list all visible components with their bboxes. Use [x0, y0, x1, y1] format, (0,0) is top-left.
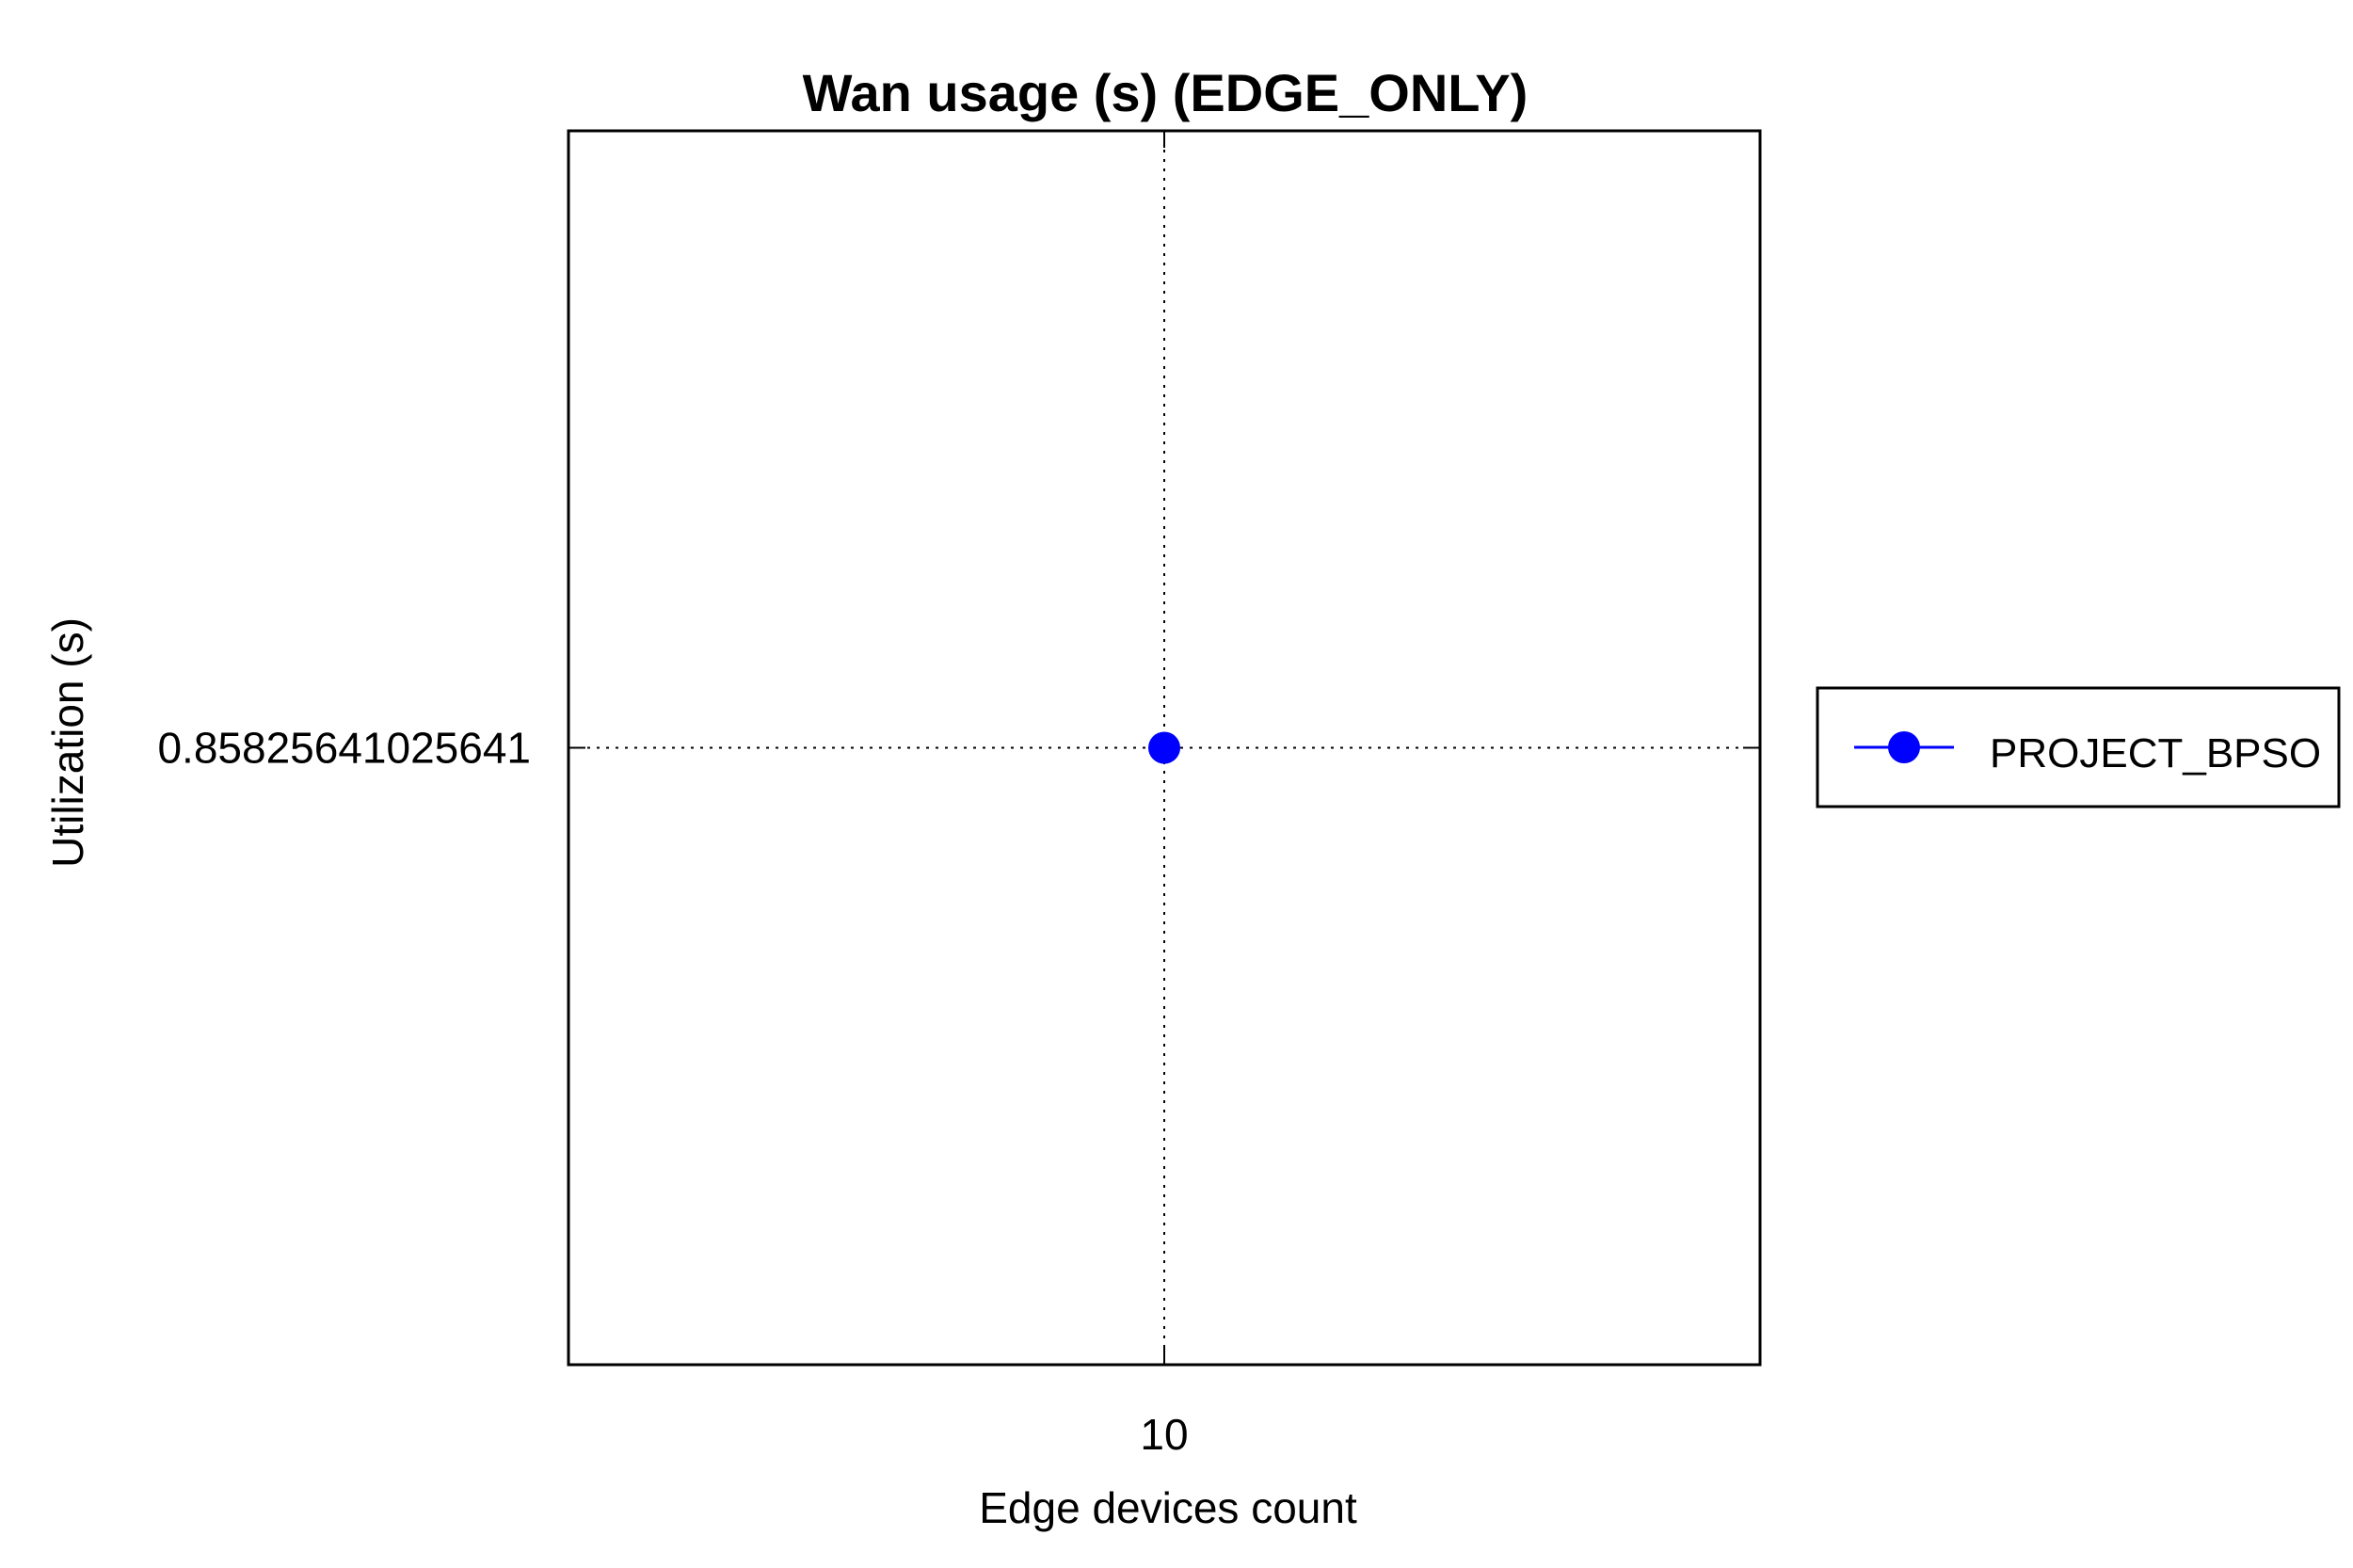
data-point	[1148, 731, 1180, 764]
x-tick-label: 10	[1140, 1410, 1188, 1459]
chart-title: Wan usage (s) (EDGE_ONLY)	[803, 63, 1529, 122]
y-axis-label: Utilization (s)	[43, 617, 92, 868]
series-layer	[1148, 731, 1180, 764]
y-tick-label: 0.85825641025641	[157, 723, 531, 772]
legend: PROJECT_BPSO	[1816, 686, 2341, 808]
legend-marker	[1888, 731, 1920, 763]
legend-label: PROJECT_BPSO	[1990, 730, 2321, 776]
x-axis-label: Edge devices count	[979, 1483, 1357, 1532]
axis-ticks: 10 0.85825641025641	[157, 131, 1760, 1459]
